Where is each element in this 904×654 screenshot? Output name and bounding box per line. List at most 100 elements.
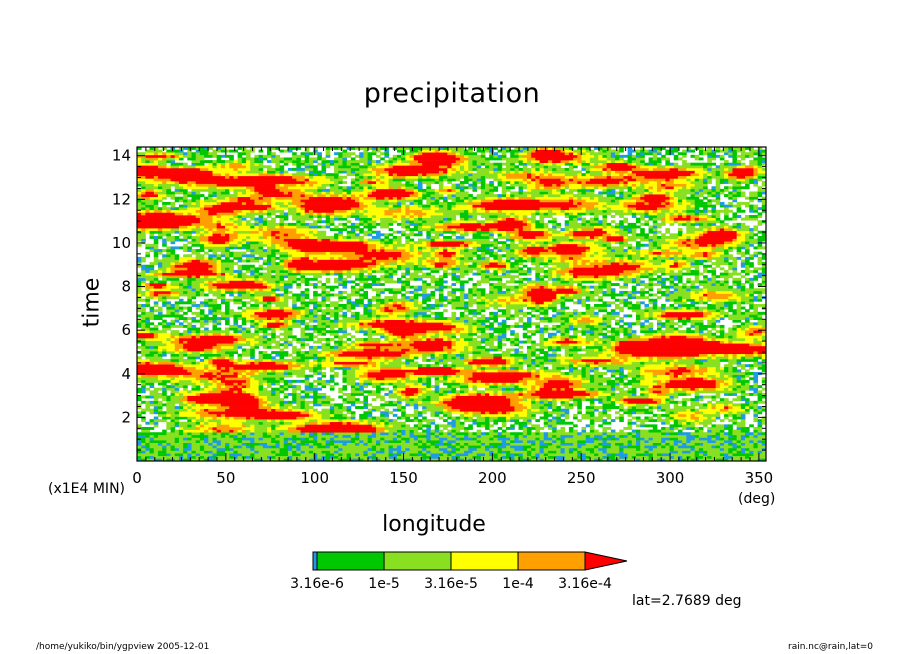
- field-cell: [514, 390, 519, 394]
- field-cell: [698, 390, 704, 394]
- field-cell: [183, 442, 188, 446]
- field-cell: [568, 374, 574, 378]
- field-cell: [208, 434, 213, 438]
- field-cell: [682, 447, 687, 451]
- field-cell: [329, 434, 335, 438]
- field-cell: [745, 372, 750, 375]
- field-cell: [355, 455, 360, 459]
- field-cell: [656, 408, 662, 412]
- field-cell: [157, 395, 163, 399]
- field-cell: [506, 447, 511, 451]
- field-cell: [266, 398, 272, 402]
- field-cell: [321, 419, 327, 423]
- field-cell: [514, 392, 519, 396]
- field-cell: [422, 411, 427, 415]
- field-cell: [594, 453, 599, 457]
- field-cell: [745, 408, 750, 412]
- field-cell: [627, 413, 633, 417]
- field-cell: [673, 406, 679, 409]
- field-cell: [266, 390, 272, 394]
- field-cell: [166, 447, 171, 451]
- field-cell: [535, 390, 540, 394]
- field-cell: [422, 458, 427, 462]
- field-cell: [694, 434, 700, 438]
- field-cell: [459, 385, 465, 389]
- field-cell: [468, 379, 473, 383]
- field-cell: [581, 426, 587, 430]
- field-cell: [459, 403, 465, 407]
- field-cell: [183, 372, 188, 375]
- field-cell: [220, 372, 226, 375]
- field-cell: [266, 364, 272, 368]
- field-cell: [359, 437, 364, 441]
- field-cell: [149, 366, 155, 370]
- field-cell: [552, 445, 557, 449]
- field-cell: [677, 419, 683, 423]
- field-cell: [606, 369, 612, 373]
- field-cell: [174, 458, 180, 462]
- field-cell: [673, 416, 679, 420]
- field-cell: [174, 411, 180, 415]
- field-cell: [556, 432, 561, 436]
- field-cell: [413, 392, 419, 396]
- field-cell: [745, 403, 750, 407]
- field-cell: [623, 374, 629, 378]
- field-cell: [661, 400, 666, 404]
- field-cell: [736, 440, 742, 443]
- field-cell: [195, 437, 201, 441]
- field-cell: [229, 411, 234, 415]
- field-cell: [317, 458, 322, 462]
- field-cell: [149, 369, 155, 373]
- field-cell: [619, 366, 624, 370]
- field-cell: [317, 364, 322, 368]
- field-cell: [753, 413, 759, 417]
- field-cell: [250, 437, 255, 441]
- field-cell: [187, 364, 192, 368]
- field-cell: [225, 434, 230, 438]
- field-cell: [225, 426, 230, 430]
- field-cell: [313, 413, 318, 417]
- field-cell: [640, 450, 645, 454]
- field-cell: [690, 366, 696, 370]
- field-cell: [568, 382, 574, 386]
- field-cell: [724, 442, 729, 446]
- field-cell: [204, 419, 209, 423]
- field-cell: [707, 408, 712, 412]
- field-cell: [652, 366, 658, 370]
- field-cell: [547, 382, 553, 386]
- field-cell: [560, 385, 566, 389]
- field-cell: [380, 445, 385, 449]
- field-cell: [241, 434, 247, 438]
- field-cell: [573, 434, 578, 438]
- field-cell: [292, 406, 297, 409]
- field-cell: [459, 424, 465, 428]
- field-cell: [585, 369, 591, 373]
- field-cell: [199, 453, 205, 457]
- field-cell: [531, 403, 536, 407]
- field-cell: [246, 432, 251, 436]
- field-cell: [355, 366, 360, 370]
- field-cell: [174, 413, 180, 417]
- field-cell: [283, 426, 289, 430]
- field-cell: [585, 379, 591, 383]
- field-cell: [556, 419, 561, 423]
- field-cell: [401, 411, 406, 415]
- field-cell: [644, 411, 649, 415]
- field-cell: [740, 387, 746, 391]
- field-cell: [199, 390, 205, 394]
- field-cell: [384, 442, 389, 446]
- field-cell: [640, 429, 645, 433]
- field-cell: [396, 364, 402, 368]
- field-cell: [166, 426, 171, 430]
- field-cell: [317, 421, 322, 425]
- field-cell: [573, 400, 578, 404]
- field-cell: [724, 445, 729, 449]
- field-cell: [518, 437, 524, 441]
- field-cell: [443, 426, 448, 430]
- field-cell: [581, 458, 587, 462]
- field-cell: [350, 366, 356, 370]
- field-cell: [254, 445, 259, 449]
- field-cell: [346, 458, 352, 462]
- field-cell: [409, 437, 415, 441]
- field-cell: [669, 392, 675, 396]
